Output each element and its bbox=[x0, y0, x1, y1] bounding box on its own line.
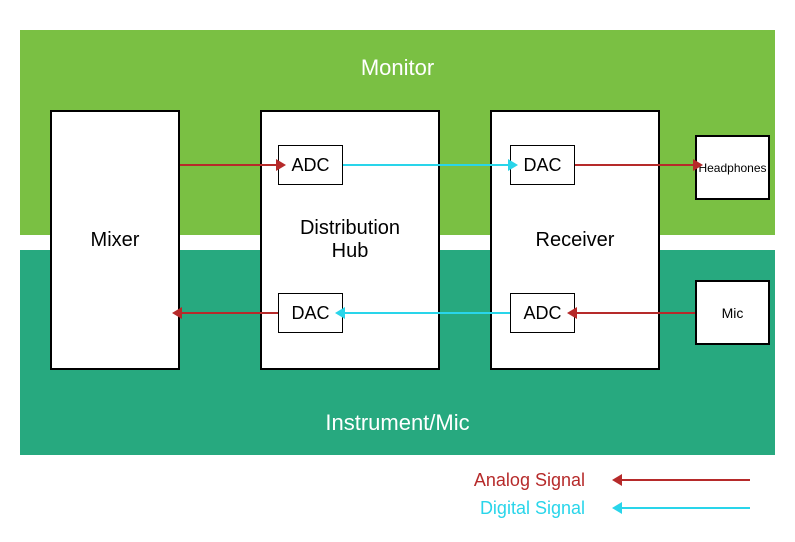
box-mic-label: Mic bbox=[718, 305, 748, 321]
legend-digital-arrow bbox=[620, 507, 750, 509]
legend-analog-label: Analog Signal bbox=[0, 470, 585, 491]
arrow-dac-to-headphones bbox=[575, 164, 695, 166]
legend-analog-arrow bbox=[620, 479, 750, 481]
arrowhead-adc-to-dac-top bbox=[508, 159, 518, 171]
inner-hub_dac: DAC bbox=[278, 293, 343, 333]
box-headphones: Headphones bbox=[695, 135, 770, 200]
box-mixer: Mixer bbox=[50, 110, 180, 370]
arrow-adc-to-dac-bot bbox=[343, 312, 510, 314]
arrowhead-dac-to-mixer bbox=[172, 307, 182, 319]
legend-digital-label: Digital Signal bbox=[0, 498, 585, 519]
legend-digital-arrowhead bbox=[612, 502, 622, 514]
arrowhead-mic-to-adc bbox=[567, 307, 577, 319]
arrow-dac-to-mixer bbox=[180, 312, 278, 314]
arrowhead-mixer-to-adc bbox=[276, 159, 286, 171]
inner-rx_dac: DAC bbox=[510, 145, 575, 185]
arrow-adc-to-dac-top bbox=[343, 164, 510, 166]
arrow-mic-to-adc bbox=[575, 312, 695, 314]
box-mic: Mic bbox=[695, 280, 770, 345]
arrowhead-dac-to-headphones bbox=[693, 159, 703, 171]
inner-rx_adc: ADC bbox=[510, 293, 575, 333]
box-hub-label: Distribution Hub bbox=[296, 217, 404, 263]
top-band-label: Monitor bbox=[361, 55, 434, 81]
arrowhead-adc-to-dac-bot bbox=[335, 307, 345, 319]
box-receiver-label: Receiver bbox=[532, 229, 619, 252]
box-headphones-label: Headphones bbox=[694, 161, 770, 175]
inner-hub_adc: ADC bbox=[278, 145, 343, 185]
arrow-mixer-to-adc bbox=[180, 164, 278, 166]
box-mixer-label: Mixer bbox=[87, 229, 144, 252]
legend-analog-arrowhead bbox=[612, 474, 622, 486]
diagram-canvas: Monitor Instrument/Mic Mixer Distribution H… bbox=[0, 0, 795, 542]
bottom-band-label: Instrument/Mic bbox=[325, 410, 469, 436]
